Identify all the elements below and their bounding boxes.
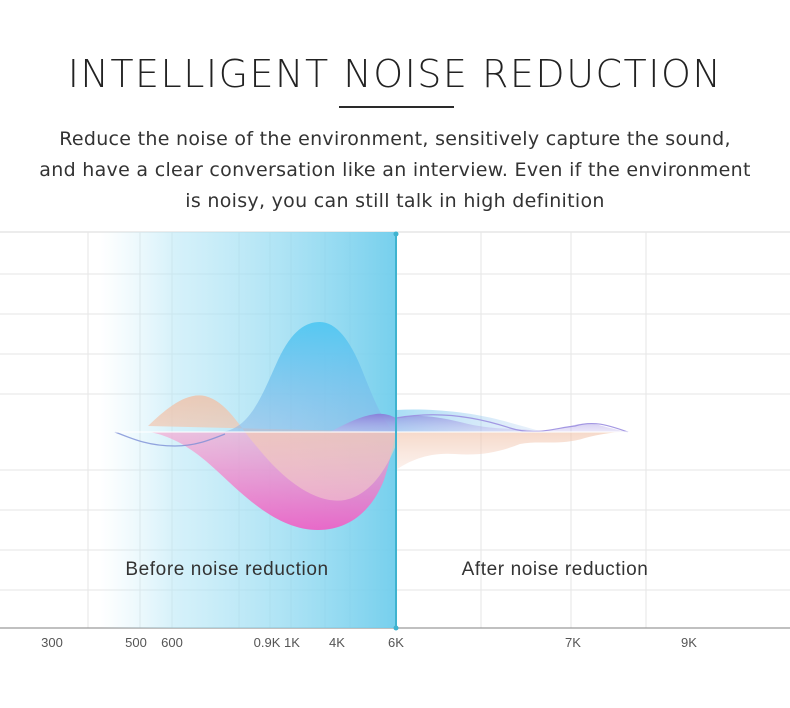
tick-label: 9K (681, 635, 697, 650)
tick-label: 500 (125, 635, 147, 650)
divider-top-dot (393, 231, 399, 237)
tick-label: 300 (41, 635, 63, 650)
after-label: After noise reduction (462, 559, 649, 580)
before-label: Before noise reduction (125, 559, 328, 580)
tick-label: 6K (388, 635, 404, 650)
after-purple-wave (396, 415, 628, 432)
before-waves (114, 322, 396, 530)
tick-label: 1K (284, 635, 300, 650)
tick-label: 7K (565, 635, 581, 650)
wave-blue (220, 322, 396, 432)
divider-bottom-dot (393, 625, 399, 631)
wave-purple (330, 413, 396, 432)
tick-label: 4K (329, 635, 345, 650)
frequency-axis: 300 500 600 0.9K 1K 4K 6K 7K 9K (41, 635, 697, 650)
tick-label: 600 (161, 635, 183, 650)
wave-peach (148, 395, 396, 501)
title-underline (339, 106, 454, 108)
page-title: INTELLIGENT NOISE REDUCTION (67, 52, 723, 96)
description-line-1: Reduce the noise of the environment, sen… (59, 128, 731, 150)
description: Reduce the noise of the environment, sen… (0, 124, 790, 217)
description-line-2: and have a clear conversation like an in… (39, 159, 751, 181)
description-line-3: is noisy, you can still talk in high def… (185, 190, 605, 212)
after-peach-wave (396, 432, 620, 470)
baseline-left (114, 431, 226, 447)
tick-label: 0.9K (254, 635, 281, 650)
